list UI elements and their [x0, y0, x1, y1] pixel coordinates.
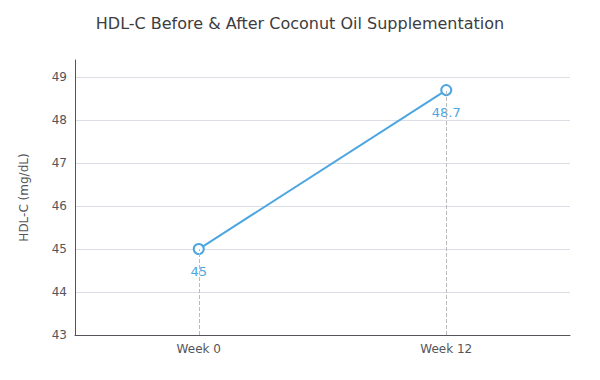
- svg-text:48: 48: [52, 113, 67, 127]
- svg-text:45: 45: [52, 242, 67, 256]
- svg-text:46: 46: [52, 199, 67, 213]
- svg-text:45: 45: [190, 264, 207, 279]
- svg-text:Week 0: Week 0: [177, 342, 221, 356]
- svg-text:Week 12: Week 12: [420, 342, 472, 356]
- svg-text:43: 43: [52, 328, 67, 342]
- svg-text:HDL-C Before & After Coconut O: HDL-C Before & After Coconut Oil Supplem…: [96, 14, 504, 33]
- svg-text:48.7: 48.7: [431, 105, 461, 121]
- svg-text:44: 44: [52, 285, 67, 299]
- svg-text:HDL-C (mg/dL): HDL-C (mg/dL): [17, 153, 31, 241]
- svg-text:47: 47: [52, 156, 67, 170]
- svg-text:49: 49: [52, 70, 67, 84]
